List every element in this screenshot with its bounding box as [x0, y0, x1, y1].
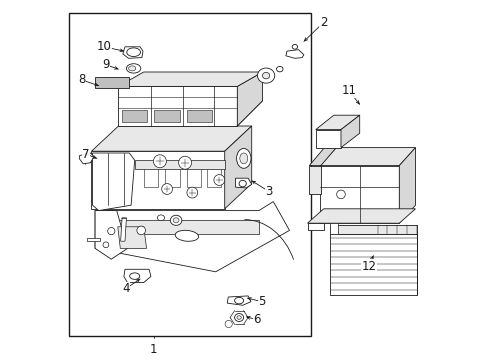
Ellipse shape [276, 66, 283, 72]
Text: 7: 7 [82, 148, 90, 161]
Circle shape [107, 228, 115, 235]
Circle shape [162, 184, 172, 194]
Ellipse shape [126, 64, 141, 73]
Polygon shape [224, 126, 251, 209]
Polygon shape [92, 153, 134, 211]
Polygon shape [307, 223, 323, 230]
Polygon shape [143, 169, 158, 187]
Polygon shape [315, 130, 340, 148]
Polygon shape [91, 151, 224, 209]
Text: 2: 2 [319, 16, 327, 29]
Polygon shape [165, 169, 179, 187]
Polygon shape [80, 153, 94, 164]
Text: 11: 11 [341, 84, 356, 97]
Polygon shape [122, 47, 142, 58]
Polygon shape [309, 148, 336, 166]
Text: 5: 5 [258, 295, 265, 308]
Text: 4: 4 [122, 282, 129, 295]
Text: 9: 9 [102, 58, 109, 71]
Circle shape [336, 190, 345, 199]
Polygon shape [186, 110, 212, 122]
Ellipse shape [239, 153, 247, 164]
Polygon shape [95, 77, 129, 88]
Polygon shape [87, 238, 101, 241]
Ellipse shape [236, 148, 250, 168]
Ellipse shape [175, 230, 198, 241]
Polygon shape [309, 166, 320, 194]
Polygon shape [91, 126, 251, 151]
Polygon shape [329, 234, 416, 295]
Polygon shape [285, 50, 303, 58]
Ellipse shape [126, 48, 140, 57]
Polygon shape [237, 72, 262, 126]
Circle shape [213, 175, 224, 185]
Circle shape [178, 156, 191, 169]
Text: 12: 12 [361, 260, 375, 273]
Ellipse shape [173, 218, 179, 223]
Polygon shape [95, 202, 289, 272]
Polygon shape [329, 225, 416, 234]
Polygon shape [134, 160, 224, 169]
Polygon shape [118, 101, 262, 126]
Circle shape [103, 242, 108, 248]
Text: 6: 6 [253, 313, 260, 326]
Ellipse shape [292, 45, 297, 49]
Text: 1: 1 [150, 343, 157, 356]
Polygon shape [235, 178, 251, 188]
Circle shape [224, 320, 232, 328]
Circle shape [186, 187, 197, 198]
Polygon shape [111, 220, 258, 234]
Polygon shape [118, 227, 146, 248]
Polygon shape [320, 148, 415, 166]
Polygon shape [206, 169, 221, 187]
Polygon shape [186, 169, 201, 187]
Polygon shape [315, 115, 359, 130]
Polygon shape [154, 110, 179, 122]
Polygon shape [121, 218, 126, 241]
Ellipse shape [129, 273, 140, 279]
Circle shape [137, 226, 145, 235]
Polygon shape [118, 86, 237, 126]
Ellipse shape [157, 215, 164, 221]
Text: 8: 8 [78, 73, 85, 86]
Ellipse shape [128, 66, 136, 71]
Ellipse shape [257, 68, 274, 83]
Polygon shape [329, 223, 337, 234]
Polygon shape [340, 115, 359, 148]
Ellipse shape [234, 297, 243, 304]
Bar [69, 13, 310, 336]
Polygon shape [122, 110, 147, 122]
Polygon shape [95, 211, 127, 259]
Polygon shape [227, 296, 250, 305]
Ellipse shape [262, 72, 269, 79]
Polygon shape [307, 209, 415, 223]
Polygon shape [118, 72, 262, 86]
Polygon shape [123, 269, 151, 283]
Polygon shape [399, 148, 415, 223]
Polygon shape [320, 166, 399, 223]
Ellipse shape [239, 180, 246, 187]
Ellipse shape [170, 215, 182, 225]
Circle shape [153, 155, 166, 168]
Ellipse shape [237, 316, 241, 319]
Ellipse shape [234, 314, 243, 321]
Text: 3: 3 [265, 185, 272, 198]
Text: 10: 10 [97, 40, 111, 53]
